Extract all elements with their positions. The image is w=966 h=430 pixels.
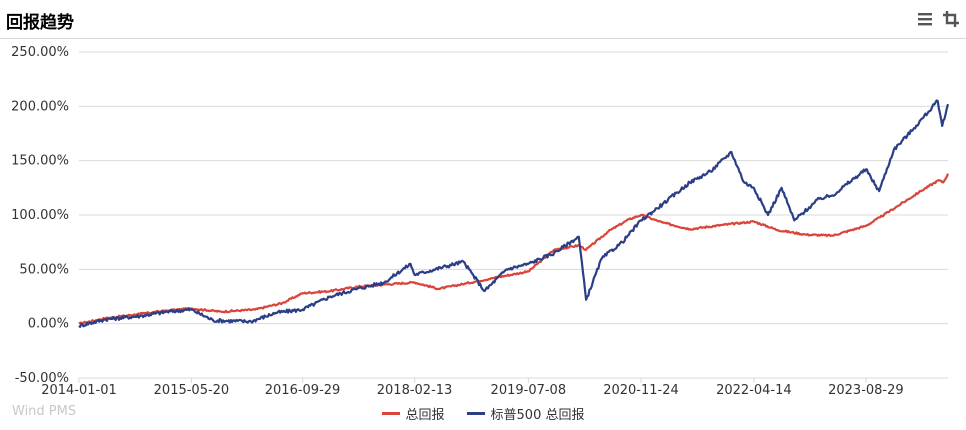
y-tick-label: 250.00% — [11, 45, 69, 60]
chart-title: 回报趋势 — [6, 13, 74, 33]
legend-label-sp500-return: 标普500 总回报 — [490, 408, 585, 423]
y-tick-label: 50.00% — [19, 262, 69, 277]
menu-icon[interactable] — [916, 10, 934, 28]
title-divider — [0, 38, 966, 39]
y-tick-label: 150.00% — [11, 154, 69, 169]
legend-swatch-red — [381, 412, 400, 415]
legend-label-total-return: 总回报 — [405, 408, 445, 423]
legend-item-total-return[interactable]: 总回报 — [381, 404, 445, 423]
y-tick-label: 200.00% — [11, 99, 69, 114]
crop-icon[interactable] — [942, 10, 960, 28]
x-tick-label: 2020-11-24 — [603, 383, 679, 398]
x-tick-label: 2016-09-29 — [265, 383, 341, 398]
y-tick-label: -50.00% — [15, 371, 69, 386]
watermark: Wind PMS — [12, 404, 77, 419]
chart-toolbar — [916, 10, 960, 28]
series-line-total-return — [78, 173, 950, 325]
x-tick-label: 2023-08-29 — [828, 383, 904, 398]
x-tick-label: 2015-05-20 — [154, 383, 230, 398]
x-tick-label: 2014-01-01 — [41, 383, 117, 398]
x-tick-label: 2019-07-08 — [491, 383, 567, 398]
y-tick-label: 100.00% — [11, 208, 69, 223]
y-tick-label: 0.00% — [28, 317, 69, 332]
chart-legend: 总回报 标普500 总回报 — [0, 404, 966, 423]
series-line-sp500-return — [78, 99, 950, 328]
legend-item-sp500-return[interactable]: 标普500 总回报 — [466, 404, 585, 423]
x-tick-label: 2022-04-14 — [716, 383, 792, 398]
legend-swatch-blue — [466, 412, 485, 415]
x-tick-label: 2018-02-13 — [377, 383, 453, 398]
